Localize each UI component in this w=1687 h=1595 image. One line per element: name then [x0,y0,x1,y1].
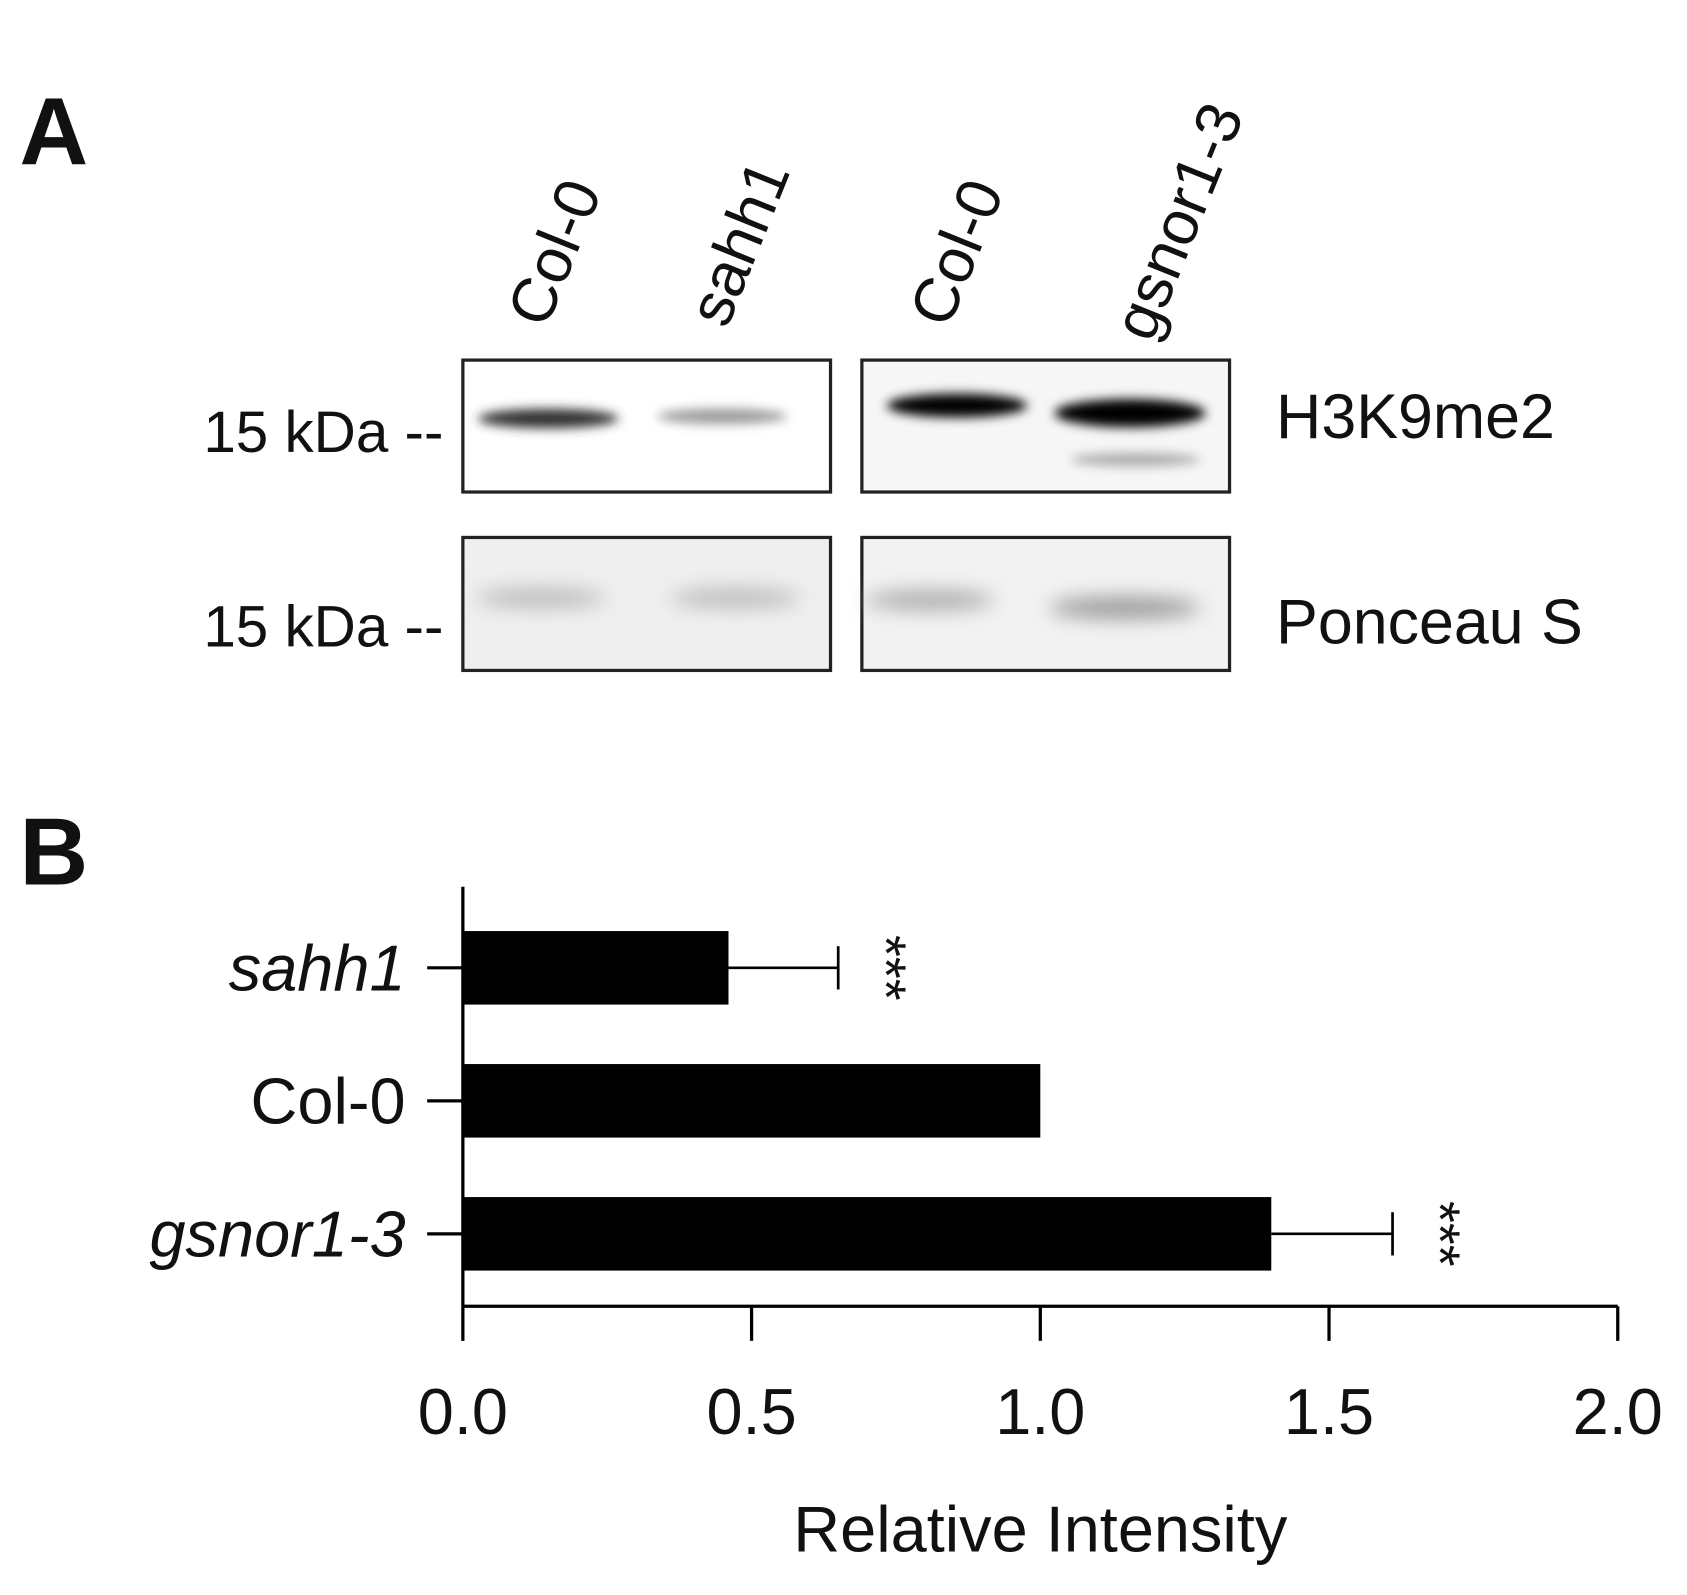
x-tick-label: 2.0 [1573,1375,1663,1448]
x-tick-label: 0.0 [418,1375,508,1448]
lane-label: Col-0 [896,170,1017,335]
x-tick-label: 1.5 [1284,1375,1374,1448]
blot-label: H3K9me2 [1276,382,1555,452]
x-axis-label: Relative Intensity [793,1493,1288,1566]
x-tick-label: 0.5 [706,1375,796,1448]
significance: *** [1409,1201,1472,1267]
y-tick-label: Col-0 [251,1065,406,1138]
blot-box [860,358,1232,494]
bar [462,1197,1272,1271]
significance: *** [854,935,917,1001]
bar [462,1064,1041,1138]
bar [462,931,729,1005]
size-marker: 15 kDa -- [203,400,443,465]
x-tick-label: 1.0 [995,1375,1085,1448]
lane-label: gsnor1-3 [1100,93,1258,349]
panel-label: B [20,800,89,906]
blot-panel [461,358,1232,673]
size-marker: 15 kDa -- [203,595,443,660]
lane-label: Col-0 [494,170,615,335]
blot-label: Ponceau S [1276,587,1583,657]
bands [478,393,1206,467]
ponceau-bands [475,588,1201,619]
panel-label: A [20,79,89,185]
y-tick-label: sahh1 [229,932,406,1005]
y-tick-label: gsnor1-3 [149,1198,405,1271]
lane-label: sahh1 [675,150,804,335]
